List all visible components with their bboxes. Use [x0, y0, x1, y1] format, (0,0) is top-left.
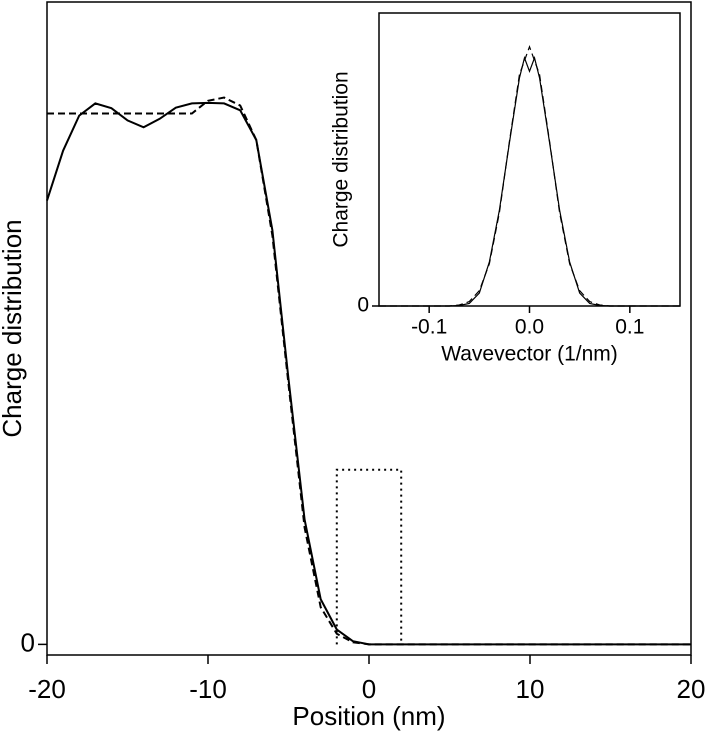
x-axis-label: Wavevector (1/nm)	[441, 343, 618, 366]
plot-frame	[46, 1, 692, 656]
line-series	[46, 101, 691, 646]
y-axis-label: Charge distribution	[0, 219, 27, 437]
line-series	[379, 55, 680, 307]
x-tick-label: -20	[28, 674, 66, 704]
x-tick-label: 20	[677, 674, 706, 704]
y-axis-label: Charge distribution	[330, 71, 353, 247]
x-tick-label: -10	[189, 674, 227, 704]
line-series	[335, 468, 403, 645]
x-tick-label: -0.1	[411, 316, 447, 339]
x-tick-label: 0.1	[615, 316, 644, 339]
x-axis-label: Position (nm)	[292, 701, 445, 731]
chart: -0.1 0.0 0.1 0 Wavevector (1/nm) Charge distr…	[330, 12, 681, 366]
plot-frame	[378, 12, 681, 307]
line-series	[379, 44, 680, 307]
y-tick-label: 0	[21, 627, 35, 657]
line-series	[47, 96, 691, 646]
y-tick-label: 0	[357, 294, 369, 317]
x-tick-label: 0.0	[515, 316, 544, 339]
x-tick-label: 0	[362, 674, 376, 704]
x-tick-label: 10	[516, 674, 545, 704]
